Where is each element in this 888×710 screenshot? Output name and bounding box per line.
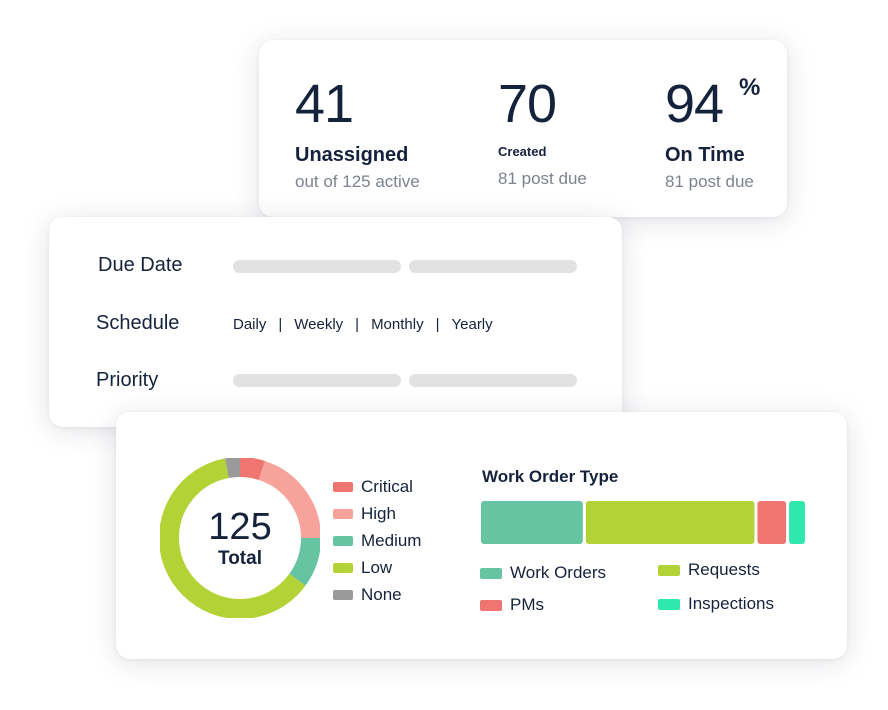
work-order-type-title: Work Order Type [482,467,619,486]
legend-swatch [333,508,353,519]
legend-item-none: None [333,581,421,608]
legend-label: None [361,584,402,604]
priority-field-2[interactable] [409,374,577,387]
donut-slice-high[interactable] [160,458,320,618]
legend-item-critical: Critical [333,473,421,500]
legend-label: Requests [688,560,760,579]
legend-label: Critical [361,476,413,496]
stat-value: 70 [498,74,557,134]
bar-segment-requests[interactable] [585,501,755,544]
charts-card: 125 Total Critical High Medium Low None … [116,412,847,659]
stat-value: 94 [665,74,724,134]
due-date-end-field[interactable] [409,260,577,273]
donut-total-label: Total [218,548,262,569]
legend-label: Work Orders [510,563,607,582]
work-order-type-bar [481,501,805,544]
summary-stats-card: 41 Unassigned out of 125 active 70 Creat… [259,40,787,217]
schedule-label: Schedule [96,312,180,334]
legend-label: Inspections [688,594,774,613]
priority-donut-chart [160,458,320,618]
legend-swatch [480,567,502,579]
stat-created[interactable]: 70 Created 81 post due [498,72,587,191]
legend-item-work-orders: Work Orders [480,563,606,583]
stat-unassigned[interactable]: 41 Unassigned out of 125 active [295,72,420,194]
percent-sign: % [739,74,761,101]
stat-on-time[interactable]: 94% On Time 81 post due [665,72,760,194]
stat-value: 41 [295,74,354,134]
legend-swatch [480,599,502,611]
stat-label: On Time [665,144,745,166]
legend-item-high: High [333,500,421,527]
schedule-options: Daily | Weekly | Monthly | Yearly [233,316,493,333]
donut-total-value: 125 [208,506,272,548]
schedule-option-weekly[interactable]: Weekly [294,316,344,333]
legend-label: High [361,503,396,523]
schedule-option-yearly[interactable]: Yearly [451,316,493,333]
legend-label: PMs [510,595,544,614]
separator: | [278,316,283,333]
priority-label: Priority [96,369,159,391]
schedule-option-monthly[interactable]: Monthly [371,316,424,333]
priority-field-1[interactable] [233,374,401,387]
separator: | [435,316,440,333]
bar-segment-work-orders[interactable] [481,501,583,544]
donut-slice-low[interactable] [160,458,320,618]
legend-swatch [658,598,680,610]
bar-segment-inspections[interactable] [789,501,805,544]
donut-center: 125 Total [162,506,318,570]
bar-segment-pms[interactable] [757,501,787,544]
legend-item-inspections: Inspections [658,594,774,614]
legend-swatch [333,535,353,546]
stat-label: Unassigned [295,144,409,166]
legend-item-requests: Requests [658,560,760,580]
legend-swatch [333,589,353,600]
legend-swatch [658,564,680,576]
schedule-option-daily[interactable]: Daily [233,316,267,333]
legend-label: Low [361,557,393,577]
stat-subtext: out of 125 active [295,172,420,191]
legend-swatch [333,481,353,492]
stat-label: Created [498,144,547,159]
due-date-start-field[interactable] [233,260,401,273]
legend-item-low: Low [333,554,421,581]
legend-label: Medium [361,530,422,550]
stat-subtext: 81 post due [665,172,754,191]
due-date-label: Due Date [98,254,183,276]
stat-subtext: 81 post due [498,169,587,188]
legend-item-pms: PMs [480,595,544,615]
separator: | [355,316,360,333]
donut-slice-none[interactable] [160,458,320,618]
filters-card: Due Date Schedule Daily | Weekly | Monthly | Y… [49,217,622,427]
legend-swatch [333,562,353,573]
priority-legend: Critical High Medium Low None [333,473,421,608]
legend-item-medium: Medium [333,527,421,554]
